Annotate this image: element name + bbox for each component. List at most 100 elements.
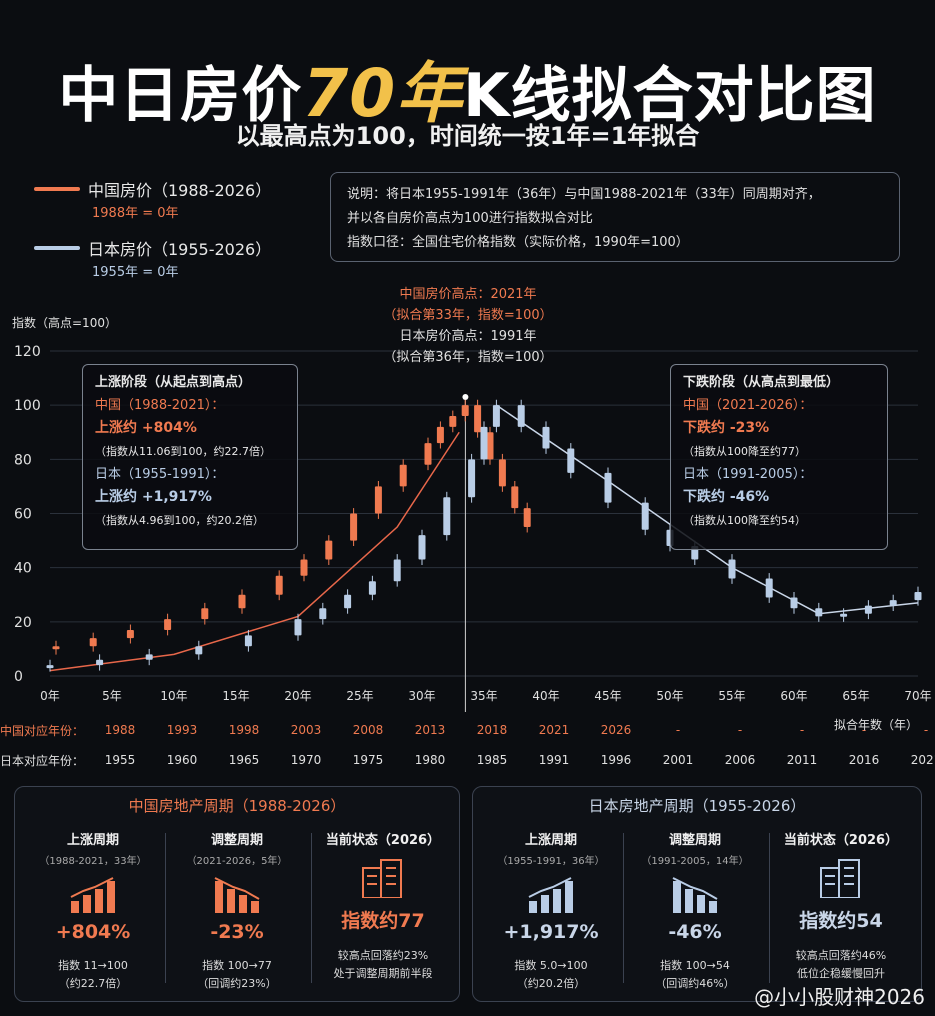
japan-year-label: 2006: [725, 753, 756, 767]
x-tick-label: 45年: [594, 689, 621, 703]
y-tick-label: 20: [14, 615, 32, 631]
x-tick-label: 15年: [222, 689, 249, 703]
china-candle: [374, 486, 382, 514]
legend-note-china: 1988年 = 0年: [92, 206, 179, 221]
japan-candle: [840, 613, 848, 617]
china-legend-swatch: [34, 187, 80, 191]
china-candle: [164, 619, 172, 630]
china-year-label: 2003: [291, 723, 322, 737]
japan-year-label: 1980: [415, 753, 446, 767]
china-candle: [511, 486, 519, 509]
japan-candle: [765, 578, 773, 598]
china-candle: [275, 575, 283, 595]
japan-year-label: 1975: [353, 753, 384, 767]
china-candle: [201, 608, 209, 620]
fit-years-label: 拟合年数（年）: [834, 718, 919, 732]
china-years-row-label: 中国对应年份：: [0, 724, 85, 738]
japan-year-label: 2011: [787, 753, 818, 767]
china-candle: [126, 629, 134, 639]
china-year-label: -: [800, 723, 804, 737]
china-candle: [399, 464, 407, 487]
japan-candle: [195, 646, 203, 655]
divider: [769, 833, 770, 983]
china-year-label: -: [924, 723, 928, 737]
china-year-label: -: [676, 723, 680, 737]
china-status-column: 当前状态（2026） 指数约77 较高点回落约23% 处于调整周期前半段: [325, 833, 441, 980]
china-candle: [436, 426, 444, 444]
japan-panel-title: 日本房地产周期（1955-2026）: [588, 797, 806, 815]
building-icon: [820, 859, 860, 898]
china-year-label: 2021: [539, 723, 570, 737]
y-tick-label: 60: [14, 507, 32, 523]
china-candle: [350, 513, 358, 541]
bar-down-icon: [214, 877, 260, 913]
x-tick-label: 30年: [408, 689, 435, 703]
page-title: 中日房价70年K线拟合对比图: [58, 55, 877, 132]
japan-candle: [604, 472, 612, 503]
divider: [165, 833, 166, 983]
china-year-label: 1998: [229, 723, 260, 737]
japan-candle: [492, 405, 500, 427]
china-candle: [523, 508, 531, 528]
y-tick-label: 120: [14, 344, 41, 360]
japan-year-label: 1960: [167, 753, 198, 767]
japan-candle: [145, 654, 153, 660]
china-panel-title: 中国房地产周期（1988-2026）: [128, 797, 346, 815]
japan-year-label: 2001: [663, 753, 694, 767]
japan-candle: [294, 619, 302, 636]
watermark: @小小股财神2026: [754, 985, 925, 1009]
fall-stage-box: 下跌阶段（从高点到最低） 中国（2021-2026）： 下跌约 -23% （指数…: [670, 364, 888, 550]
japan-year-label: 1965: [229, 753, 260, 767]
legend-item-japan: 日本房价（1955-2026）: [34, 235, 271, 261]
x-tick-label: 35年: [470, 689, 497, 703]
china-year-label: 1988: [105, 723, 136, 737]
china-year-label: 2026: [601, 723, 632, 737]
x-tick-label: 70年: [904, 689, 931, 703]
japan-candle: [46, 665, 54, 669]
china-candle: [449, 416, 457, 427]
china-candle: [325, 540, 333, 560]
japan-candle: [443, 497, 451, 536]
japan-candle: [96, 659, 104, 666]
japan-candle: [728, 559, 736, 579]
japan-candle: [319, 608, 327, 620]
japan-candle: [517, 405, 525, 427]
japan-rise-column: 上涨周期 （1955-1991，36年） +1,917% 指数 5.0→100 （…: [497, 833, 605, 990]
china-candle: [461, 405, 469, 416]
japan-status-column: 当前状态（2026） 指数约54 较高点回落约46% 低位企稳缓慢回升: [783, 833, 899, 980]
japan-years-row-label: 日本对应年份：: [0, 754, 85, 768]
legend-note-japan: 1955年 = 0年: [92, 265, 179, 280]
china-candle: [474, 405, 482, 433]
japan-year-label: 1970: [291, 753, 322, 767]
japan-adjust-column: 调整周期 （1991-2005，14年） -46% 指数 100→54 （回调约4…: [641, 833, 749, 990]
y-tick-label: 80: [14, 452, 32, 468]
china-adjust-column: 调整周期 （2021-2026，5年） -23% 指数 100→77 （回调约23…: [186, 833, 288, 990]
china-year-label: 2013: [415, 723, 446, 737]
x-tick-label: 0年: [40, 689, 60, 703]
china-candle: [424, 443, 432, 465]
china-peak-label: 中国房价高点：2021年 （拟合第33年，指数=100） 日本房价高点：1991…: [383, 287, 553, 365]
japan-candle: [864, 605, 872, 614]
x-tick-label: 50年: [656, 689, 683, 703]
bar-up-icon: [528, 877, 573, 913]
china-cycle-panel: 中国房地产周期（1988-2026） 上涨周期 （1988-2021，33年） …: [14, 786, 460, 1002]
japan-year-label: 1955: [105, 753, 136, 767]
x-tick-label: 20年: [284, 689, 311, 703]
x-tick-label: 5年: [102, 689, 122, 703]
method-info-box: 说明：将日本1955-1991年（36年）与中国1988-2021年（33年）同…: [330, 172, 900, 262]
building-icon: [362, 859, 402, 898]
y-tick-label: 40: [14, 561, 32, 577]
china-candle: [238, 594, 246, 609]
divider: [623, 833, 624, 983]
peak-marker-dot: [462, 394, 469, 401]
y-tick-label: 100: [14, 398, 41, 414]
japan-candle: [790, 597, 798, 609]
chart-legend: 中国房价（1988-2026） 1988年 = 0年 日本房价（1955-202…: [34, 176, 271, 294]
japan-candle: [468, 459, 476, 498]
japan-candle: [393, 559, 401, 582]
x-tick-label: 10年: [160, 689, 187, 703]
kline-chart: 指数（高点=100） 0 20 40 60 80 100 120 0年 1988 1955 5年 199…: [12, 315, 935, 767]
japan-year-label: 2021: [911, 753, 935, 767]
rise-stage-box: 上涨阶段（从起点到高点） 中国（1988-2021）： 上涨约 +804% （指…: [82, 364, 298, 550]
china-candle: [52, 646, 60, 650]
